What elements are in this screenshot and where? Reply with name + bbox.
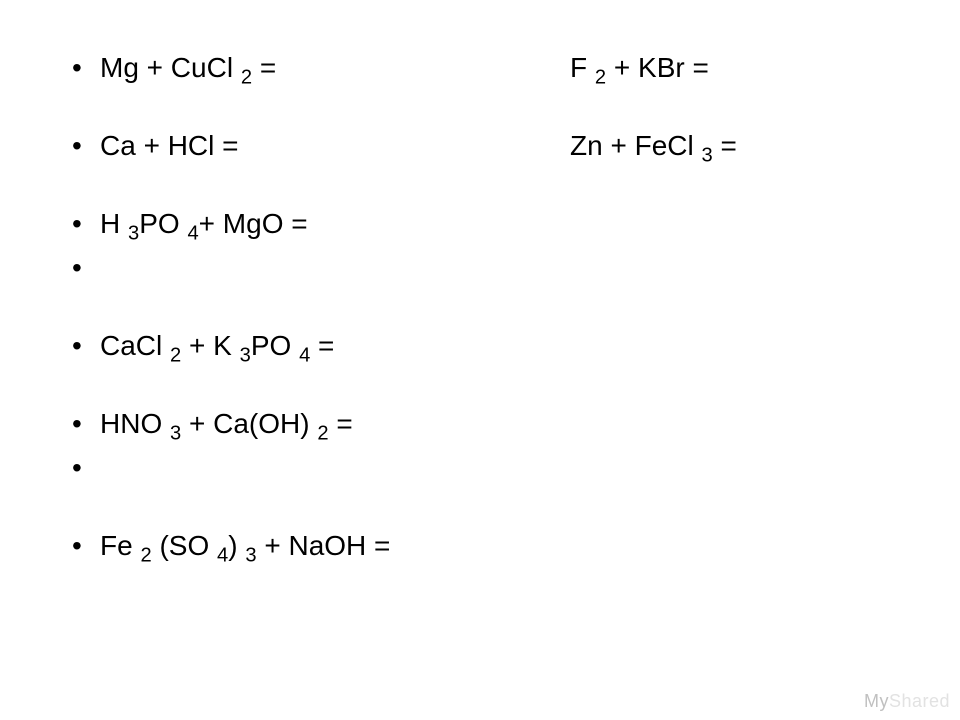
equation-text: Fe 2 (SO 4) 3 + NaOH = bbox=[100, 530, 390, 561]
equation-list: Mg + CuCl 2 = F 2 + KBr = Ca + HCl = Zn … bbox=[0, 0, 960, 568]
watermark-part: My bbox=[864, 691, 889, 711]
list-item: Fe 2 (SO 4) 3 + NaOH = bbox=[72, 528, 960, 568]
equation-text: Mg + CuCl 2 = bbox=[100, 50, 570, 85]
equation-text: H 3PO 4+ MgO = bbox=[100, 208, 308, 239]
watermark-part: Shared bbox=[889, 691, 950, 711]
list-item: Mg + CuCl 2 = F 2 + KBr = bbox=[72, 50, 960, 90]
watermark: MyShared bbox=[864, 691, 950, 712]
equation-row: Mg + CuCl 2 = F 2 + KBr = bbox=[100, 50, 860, 85]
list-item-empty bbox=[72, 250, 960, 290]
list-item: CaCl 2 + K 3PO 4 = bbox=[72, 328, 960, 368]
slide: Mg + CuCl 2 = F 2 + KBr = Ca + HCl = Zn … bbox=[0, 0, 960, 720]
equation-row: Ca + HCl = Zn + FeCl 3 = bbox=[100, 128, 860, 163]
equation-text: HNO 3 + Ca(OH) 2 = bbox=[100, 408, 353, 439]
equation-text: F 2 + KBr = bbox=[570, 50, 860, 85]
list-item: Ca + HCl = Zn + FeCl 3 = bbox=[72, 128, 960, 168]
equation-text: CaCl 2 + K 3PO 4 = bbox=[100, 330, 334, 361]
equation-text: Zn + FeCl 3 = bbox=[570, 128, 860, 163]
list-item: H 3PO 4+ MgO = bbox=[72, 206, 960, 246]
equation-text: Ca + HCl = bbox=[100, 128, 570, 163]
list-item-empty bbox=[72, 450, 960, 490]
list-item: HNO 3 + Ca(OH) 2 = bbox=[72, 406, 960, 446]
